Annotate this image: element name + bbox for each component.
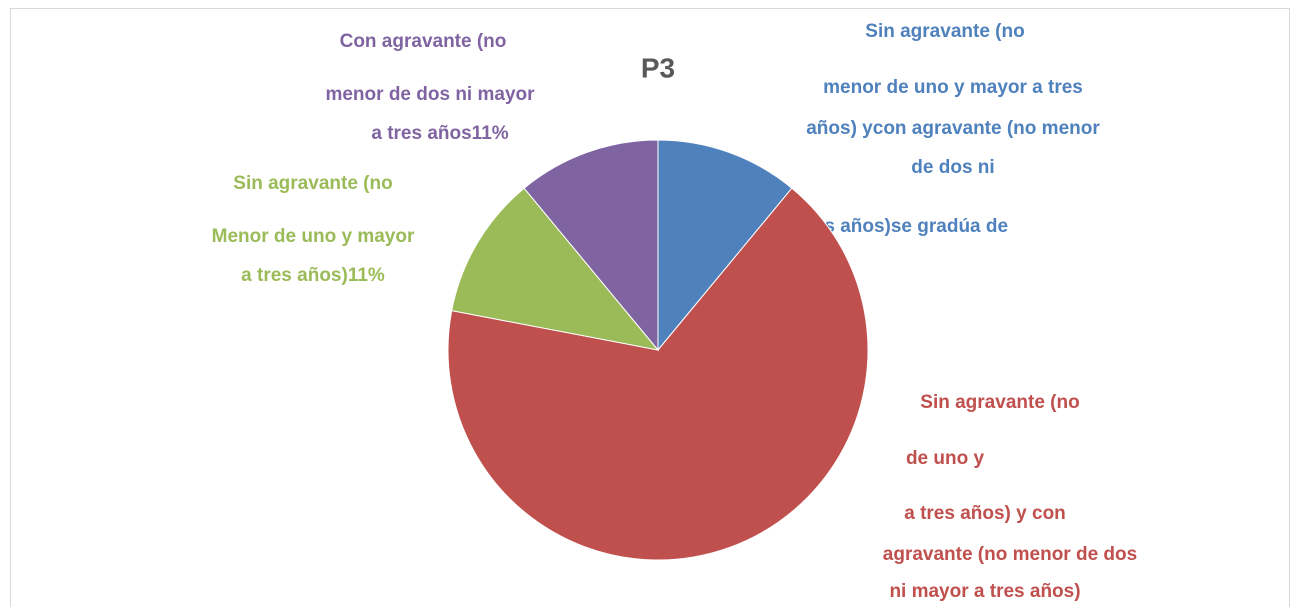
slice-label: Menor de uno y mayor <box>212 226 415 247</box>
slice-label: Sin agravante (no <box>920 392 1079 413</box>
pie-slice <box>447 187 869 561</box>
slice-label: a tres años)11% <box>241 265 385 286</box>
pie-slice <box>657 139 793 352</box>
chart-title: P3 <box>641 52 675 83</box>
pie-slice <box>523 139 659 352</box>
slice-label: ni mayor a tres años) <box>889 581 1080 602</box>
slice-label: menor de uno y mayor a tres <box>823 77 1083 98</box>
slice-label: agravante (no menor de dos <box>883 544 1137 565</box>
slice-label: a tres años) y con <box>904 503 1066 524</box>
slice-label: de uno y <box>906 448 985 469</box>
slice-label: Sin agravante (no <box>865 21 1024 42</box>
slice-label: menor de dos ni mayor <box>325 84 535 105</box>
pie-slice <box>451 187 660 351</box>
slice-label: a tres años11% <box>371 123 508 144</box>
slice-label: años) ycon agravante (no menor <box>806 118 1100 139</box>
slice-label: de dos ni <box>911 157 994 178</box>
slice-label: Sin agravante (no <box>233 173 392 194</box>
slice-label: Con agravante (no <box>340 31 507 52</box>
